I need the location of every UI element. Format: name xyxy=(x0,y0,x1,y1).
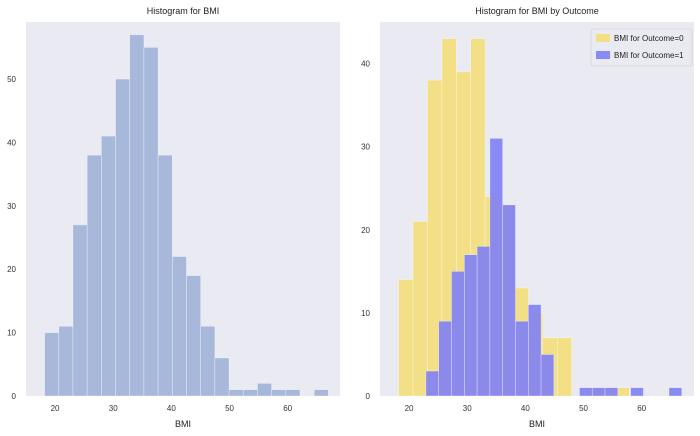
histogram-bar-series-1 xyxy=(464,254,478,397)
histogram-bar xyxy=(257,383,272,397)
histogram-bar xyxy=(172,256,187,397)
histogram-bar xyxy=(200,325,216,397)
bars-group xyxy=(44,34,329,397)
histogram-bar-series-1 xyxy=(451,271,465,397)
histogram-bar xyxy=(129,34,145,397)
histogram-bar xyxy=(101,135,116,397)
y-ticks-group: 0 10 20 30 40 50 xyxy=(7,75,16,401)
histogram-bar xyxy=(285,389,301,397)
histogram-bar-series-1 xyxy=(489,138,503,397)
y-tick-label: 0 xyxy=(366,392,371,401)
y-tick-label: 20 xyxy=(361,226,370,235)
bars-group xyxy=(398,38,683,397)
x-axis-label: BMI xyxy=(529,419,545,429)
y-tick-label: 50 xyxy=(7,75,16,84)
x-tick-label: 60 xyxy=(283,404,292,413)
x-ticks-group: 20 30 40 50 60 xyxy=(405,404,647,413)
legend-swatch-outcome-1 xyxy=(596,51,610,59)
histogram-bar xyxy=(157,154,173,397)
x-tick-label: 20 xyxy=(51,404,60,413)
bmi-by-outcome-histogram-panel: Histogram for BMI by Outcome BMI 20 30 40 5… xyxy=(361,6,694,429)
legend-swatch-outcome-0 xyxy=(596,34,610,42)
histogram-bar xyxy=(271,389,287,397)
legend-label-outcome-1: BMI for Outcome=1 xyxy=(614,51,684,60)
y-tick-label: 40 xyxy=(7,138,16,147)
y-tick-label: 10 xyxy=(7,329,16,338)
histogram-bar xyxy=(86,154,102,397)
bmi-histogram-panel: Histogram for BMI BMI 20 30 40 50 60 0 10 20 30… xyxy=(7,6,340,429)
histogram-bar xyxy=(214,357,230,397)
x-ticks-group: 20 30 40 50 60 xyxy=(51,404,293,413)
x-tick-label: 50 xyxy=(225,404,234,413)
histogram-bar xyxy=(186,275,201,397)
y-ticks-group: 0 10 20 30 40 xyxy=(361,60,370,401)
x-tick-label: 30 xyxy=(463,404,472,413)
histogram-bar-series-1 xyxy=(668,387,683,397)
y-tick-label: 30 xyxy=(361,143,370,152)
x-tick-label: 50 xyxy=(579,404,588,413)
histogram-bar xyxy=(72,224,88,397)
x-axis-label: BMI xyxy=(175,419,191,429)
histogram-bar-series-1 xyxy=(604,387,619,397)
histogram-bar-series-1 xyxy=(591,387,606,397)
legend-box xyxy=(590,28,693,67)
y-tick-label: 40 xyxy=(361,60,370,69)
x-tick-label: 30 xyxy=(109,404,118,413)
histogram-bar xyxy=(115,78,131,397)
histogram-bar xyxy=(58,325,74,397)
x-tick-label: 40 xyxy=(521,404,530,413)
histogram-bar xyxy=(228,389,244,397)
y-tick-label: 20 xyxy=(7,265,16,274)
legend: BMI for Outcome=0 BMI for Outcome=1 xyxy=(590,28,693,67)
histogram-bar-series-1 xyxy=(438,320,452,397)
x-tick-label: 60 xyxy=(637,404,646,413)
histogram-bar-series-1 xyxy=(515,320,529,397)
histogram-bar-series-1 xyxy=(425,370,440,397)
histogram-bar-series-0 xyxy=(556,337,572,397)
histogram-bar-series-1 xyxy=(502,204,516,397)
y-tick-label: 0 xyxy=(12,392,17,401)
histogram-bar xyxy=(143,47,159,397)
histogram-bar-series-1 xyxy=(476,246,491,397)
chart-title: Histogram for BMI by Outcome xyxy=(475,6,599,16)
x-tick-label: 20 xyxy=(405,404,414,413)
legend-label-outcome-0: BMI for Outcome=0 xyxy=(614,34,684,43)
histogram-bar xyxy=(44,332,60,397)
histogram-bar-series-1 xyxy=(527,304,542,397)
histogram-bar xyxy=(313,389,329,397)
histogram-bar xyxy=(242,389,258,397)
x-tick-label: 40 xyxy=(167,404,176,413)
y-tick-label: 30 xyxy=(7,202,16,211)
histogram-bar-series-1 xyxy=(540,354,555,397)
y-tick-label: 10 xyxy=(361,309,370,318)
histogram-bar-series-1 xyxy=(630,387,644,397)
histogram-bar-series-0 xyxy=(412,221,428,397)
histogram-bar-series-1 xyxy=(579,387,593,397)
chart-title: Histogram for BMI xyxy=(147,6,220,16)
histogram-bar-series-0 xyxy=(398,279,414,397)
